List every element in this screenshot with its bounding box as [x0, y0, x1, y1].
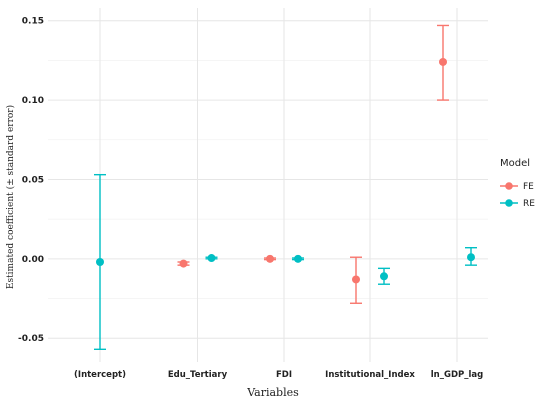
- y-axis-ticks: -0.05 0.00 0.05 0.10 0.15: [18, 17, 44, 344]
- estimate-point: [380, 272, 388, 281]
- chart-marks: [94, 24, 477, 351]
- x-axis-title: Variables: [246, 386, 299, 399]
- legend-title: Model: [500, 158, 530, 169]
- y-tick-label: 0.10: [22, 96, 44, 106]
- y-tick-label: 0.00: [22, 255, 44, 265]
- estimate-point: [207, 254, 216, 263]
- legend-item-fe: FE: [500, 182, 534, 192]
- series-fe: [177, 24, 449, 304]
- estimate-point: [294, 254, 302, 263]
- legend-label: FE: [523, 182, 534, 192]
- legend: Model FE RE: [500, 158, 535, 209]
- y-axis-title: Estimated coefficient (± standard error): [5, 105, 16, 289]
- x-axis-ticks: (Intercept) Edu_Tertiary FDI Institutional_…: [74, 370, 483, 380]
- legend-item-re: RE: [500, 199, 535, 209]
- y-tick-label: 0.15: [22, 17, 44, 27]
- estimate-point: [439, 57, 447, 66]
- x-tick-label: Edu_Tertiary: [168, 370, 228, 380]
- estimate-point: [467, 253, 475, 262]
- series-re: [94, 173, 477, 351]
- legend-label: RE: [523, 199, 535, 209]
- x-tick-label: (Intercept): [74, 370, 126, 380]
- x-tick-label: FDI: [276, 370, 292, 380]
- estimate-point: [179, 259, 188, 268]
- legend-key-point: [505, 182, 513, 190]
- legend-key-point: [505, 199, 513, 207]
- y-tick-label: -0.05: [18, 334, 44, 344]
- y-tick-label: 0.05: [22, 175, 44, 185]
- grid-lines: [48, 8, 488, 362]
- x-tick-label: Institutional_Index: [325, 370, 415, 380]
- estimate-point: [96, 257, 104, 266]
- estimate-point: [266, 254, 274, 263]
- x-tick-label: ln_GDP_lag: [431, 370, 483, 380]
- estimate-point: [352, 275, 360, 284]
